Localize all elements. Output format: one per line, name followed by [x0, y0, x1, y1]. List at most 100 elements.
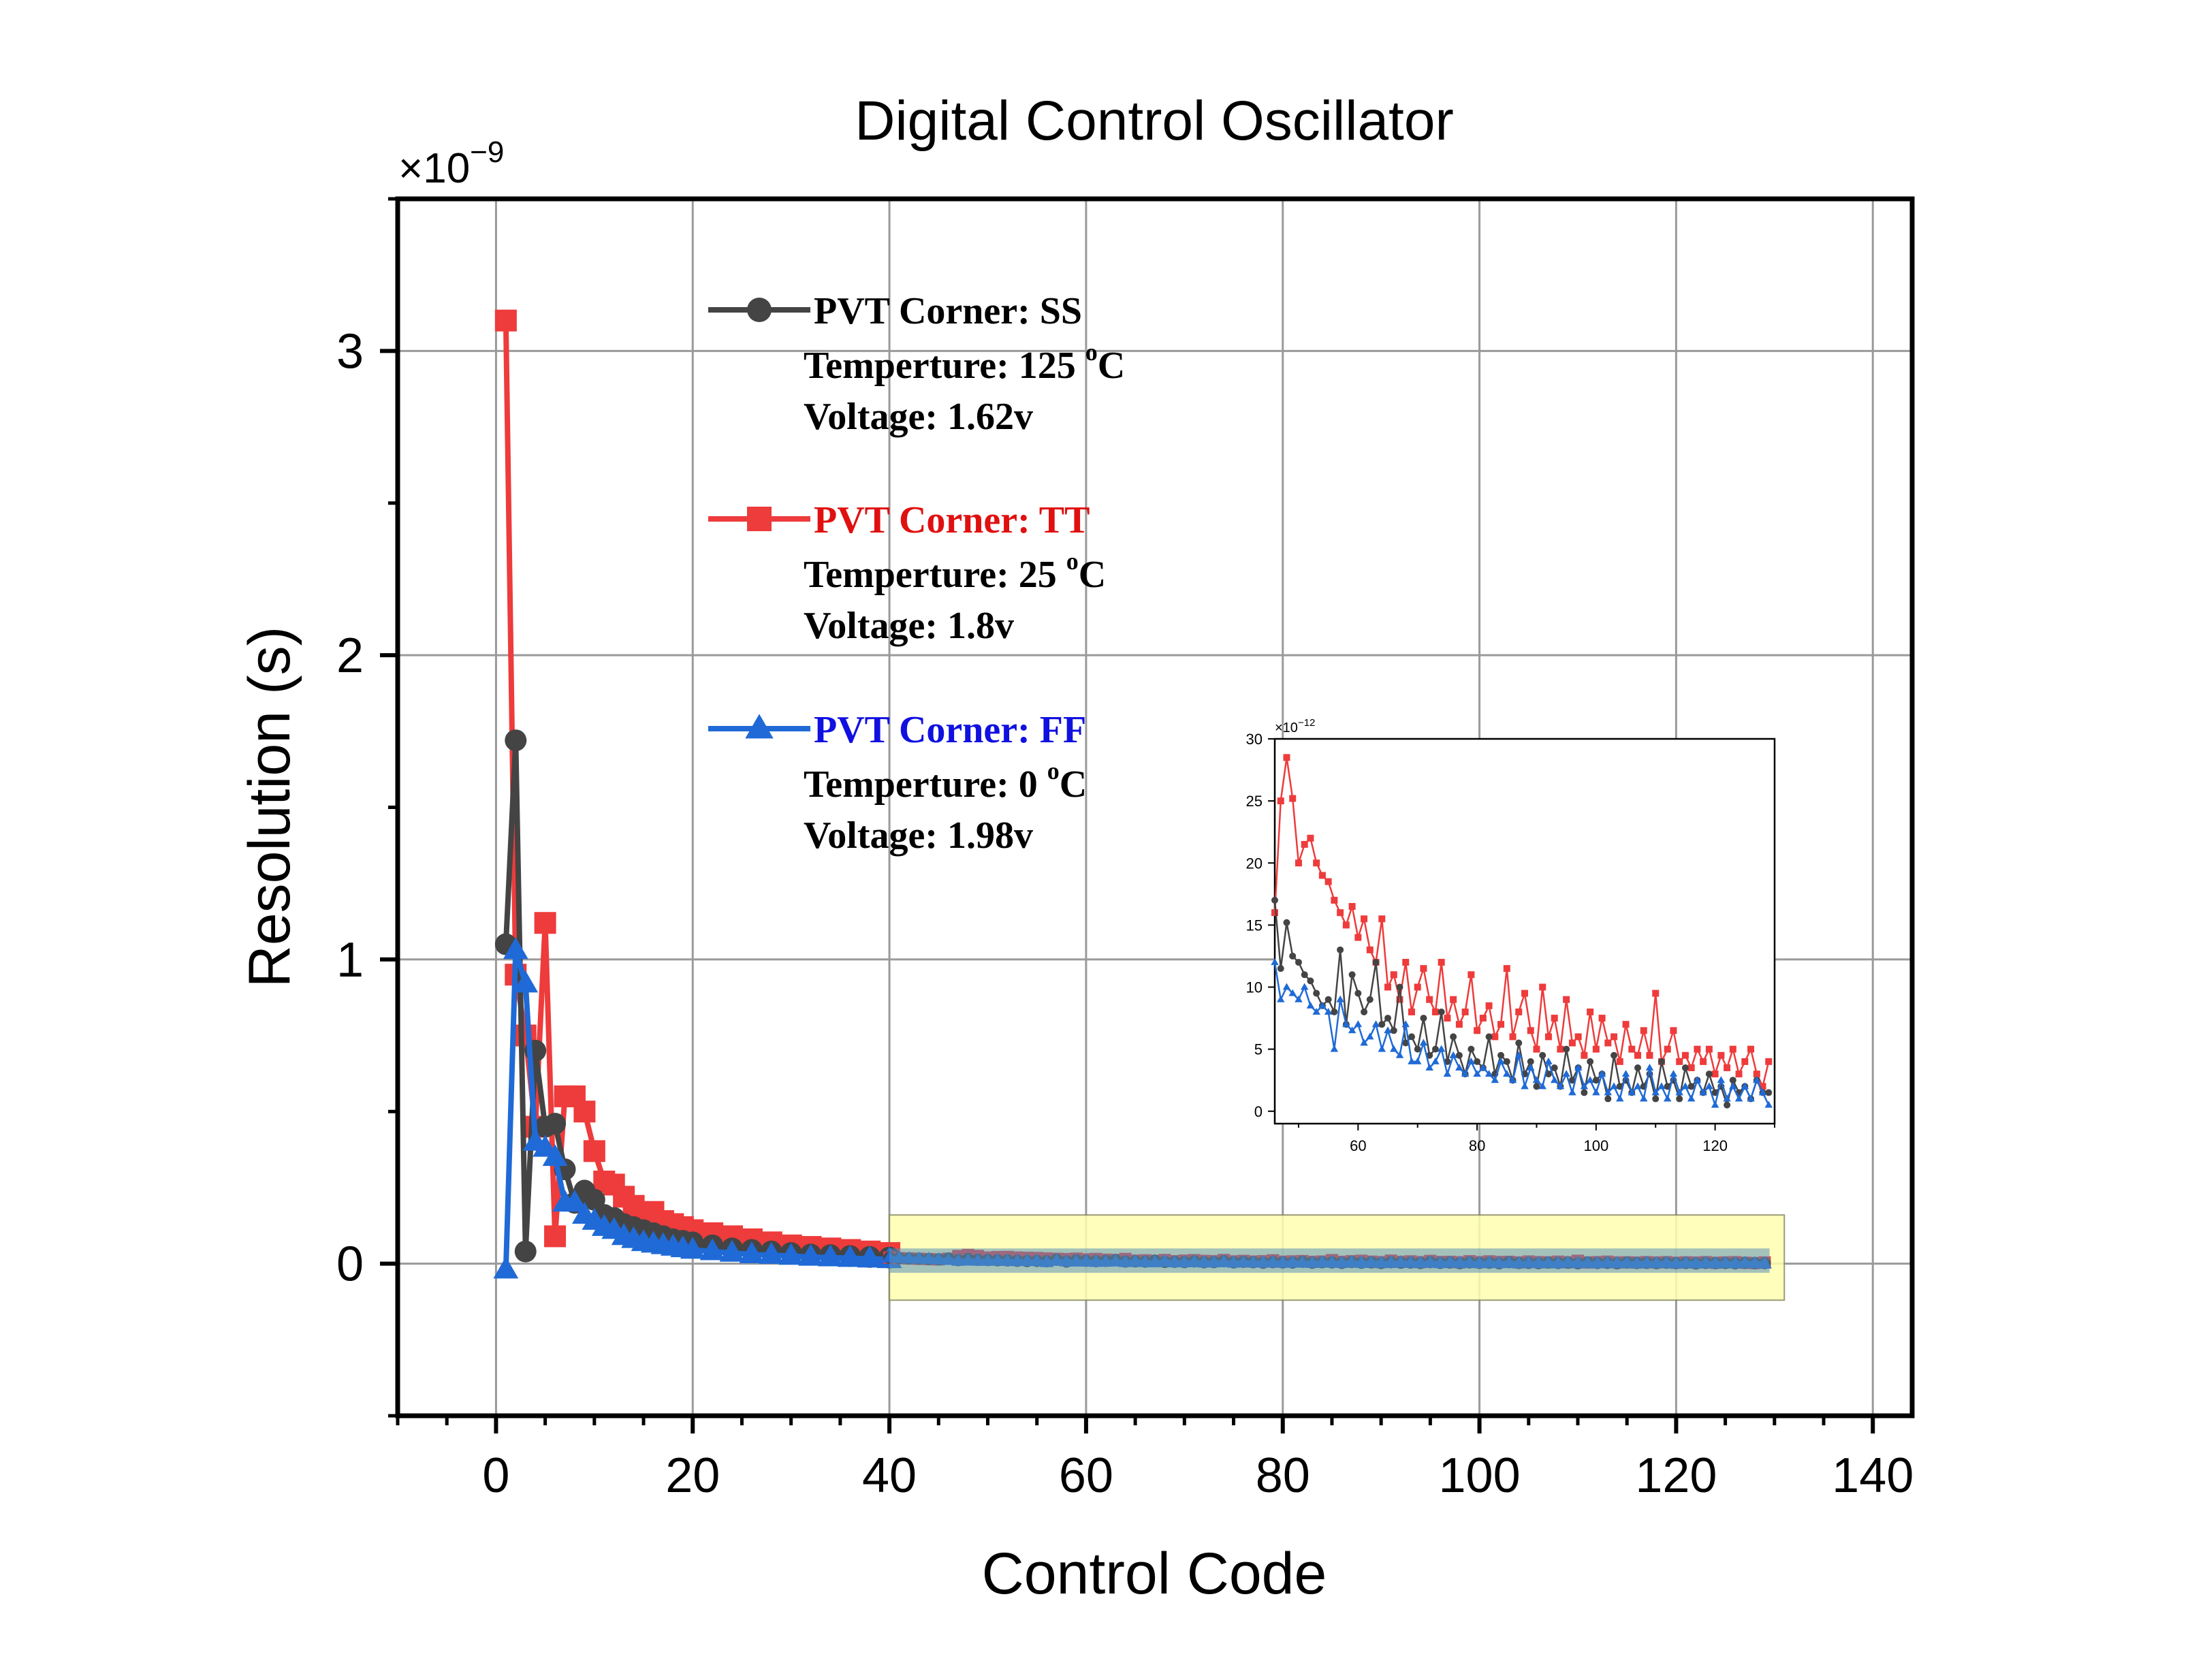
inset-point [1426, 996, 1433, 1003]
data-point [534, 912, 556, 934]
data-point [513, 970, 539, 993]
inset-point [1568, 1039, 1576, 1047]
inset-point [1437, 1045, 1446, 1052]
inset-point [1455, 1021, 1463, 1028]
inset-point [1295, 995, 1303, 1002]
inset-point [1271, 958, 1279, 966]
inset-point [1271, 896, 1278, 904]
inset-point [1401, 1020, 1410, 1028]
inset-point [1337, 946, 1344, 953]
inset-point [1687, 1083, 1695, 1090]
data-point [739, 1241, 765, 1264]
inset-point [1313, 989, 1320, 997]
inset-point [1581, 1051, 1588, 1059]
inset-point [1361, 915, 1368, 923]
inset-point [1634, 1082, 1642, 1090]
y-tick-label: 2 [336, 629, 364, 683]
inset-point [1753, 1071, 1760, 1078]
inset-point [1729, 1077, 1736, 1084]
legend-temperature-unit: C [1098, 345, 1125, 387]
data-point [544, 1225, 567, 1248]
inset-point [1324, 1007, 1333, 1015]
legend-voltage: Voltage: 1.8v [804, 605, 1014, 647]
y-multiplier-base: ×10 [398, 145, 470, 192]
y-multiplier-exponent: −9 [470, 136, 504, 169]
inset-point [1753, 1076, 1761, 1083]
inset-point [1533, 1083, 1540, 1090]
inset-point [1700, 1058, 1707, 1065]
inset-point [1694, 1045, 1701, 1053]
inset-point [1628, 1088, 1636, 1096]
data-point [818, 1244, 843, 1267]
series-triangle [493, 937, 902, 1279]
inset-point [1395, 1051, 1404, 1058]
inset-x-tick-label: 120 [1702, 1137, 1728, 1154]
inset-point [1419, 1039, 1428, 1046]
inset-point [1621, 1070, 1630, 1077]
inset-point [1724, 1101, 1731, 1109]
inset-point [1366, 1032, 1374, 1040]
inset-point [1491, 1033, 1499, 1041]
legend-temperature-unit: C [1079, 554, 1106, 596]
inset-point [1371, 1020, 1380, 1028]
inset-point [1515, 1039, 1523, 1047]
data-point [837, 1245, 863, 1267]
legend-degree-symbol: o [1047, 757, 1060, 784]
inset-point [1705, 1071, 1713, 1078]
inset-y-tick-label: 5 [1254, 1041, 1263, 1058]
inset-point [1414, 983, 1421, 991]
inset-point [1634, 1064, 1642, 1071]
inset-point [1318, 872, 1326, 879]
inset-point [1592, 1088, 1600, 1096]
inset-point [1503, 1058, 1510, 1065]
legend-temperature-unit: C [1060, 763, 1087, 806]
x-tick-label: 120 [1635, 1448, 1717, 1503]
legend-marker [745, 714, 774, 739]
inset-point [1651, 1088, 1660, 1096]
inset-point [1587, 1058, 1594, 1065]
inset-point [1538, 1082, 1546, 1090]
inset-point [1324, 996, 1332, 1003]
legend-series-name: PVT Corner: TT [814, 499, 1090, 541]
inset-point [1384, 983, 1392, 991]
inset-point [1378, 1045, 1386, 1052]
inset-point [1747, 1094, 1755, 1102]
inset-point [1610, 1051, 1618, 1059]
inset-point [1307, 977, 1314, 985]
inset-point [1283, 754, 1290, 761]
inset-point [1361, 1008, 1368, 1015]
inset-point [1551, 1064, 1558, 1071]
inset-point [1444, 1015, 1451, 1022]
inset-point [1366, 996, 1374, 1003]
inset-point [1508, 1076, 1517, 1083]
inset-point [1622, 1021, 1630, 1028]
inset-point [1300, 983, 1309, 990]
inset-point [1485, 1033, 1493, 1041]
inset-point [1652, 1095, 1660, 1103]
inset-point [1526, 1063, 1535, 1071]
x-tick-label: 40 [862, 1448, 917, 1503]
inset-point [1574, 1033, 1582, 1041]
inset-point [1527, 1058, 1534, 1065]
inset-point [1759, 1083, 1766, 1090]
inset-point [1717, 1051, 1725, 1059]
inset-point [1598, 1015, 1606, 1022]
inset-point [1467, 971, 1475, 979]
inset-point [1657, 1058, 1665, 1065]
data-point [573, 1100, 596, 1123]
inset-point [1676, 1095, 1683, 1103]
inset-point [1741, 1058, 1749, 1065]
inset-point [1313, 859, 1320, 867]
x-axis-label: Control Code [982, 1541, 1327, 1606]
inset-point [1348, 971, 1356, 979]
y-tick-label: 1 [336, 933, 364, 987]
inset-point [1438, 959, 1445, 966]
data-point [503, 937, 528, 960]
inset-point [1306, 1001, 1315, 1009]
data-point [493, 1256, 519, 1279]
inset-point [1491, 1076, 1499, 1083]
inset-point [1438, 1008, 1445, 1015]
inset-point [1556, 1082, 1565, 1090]
